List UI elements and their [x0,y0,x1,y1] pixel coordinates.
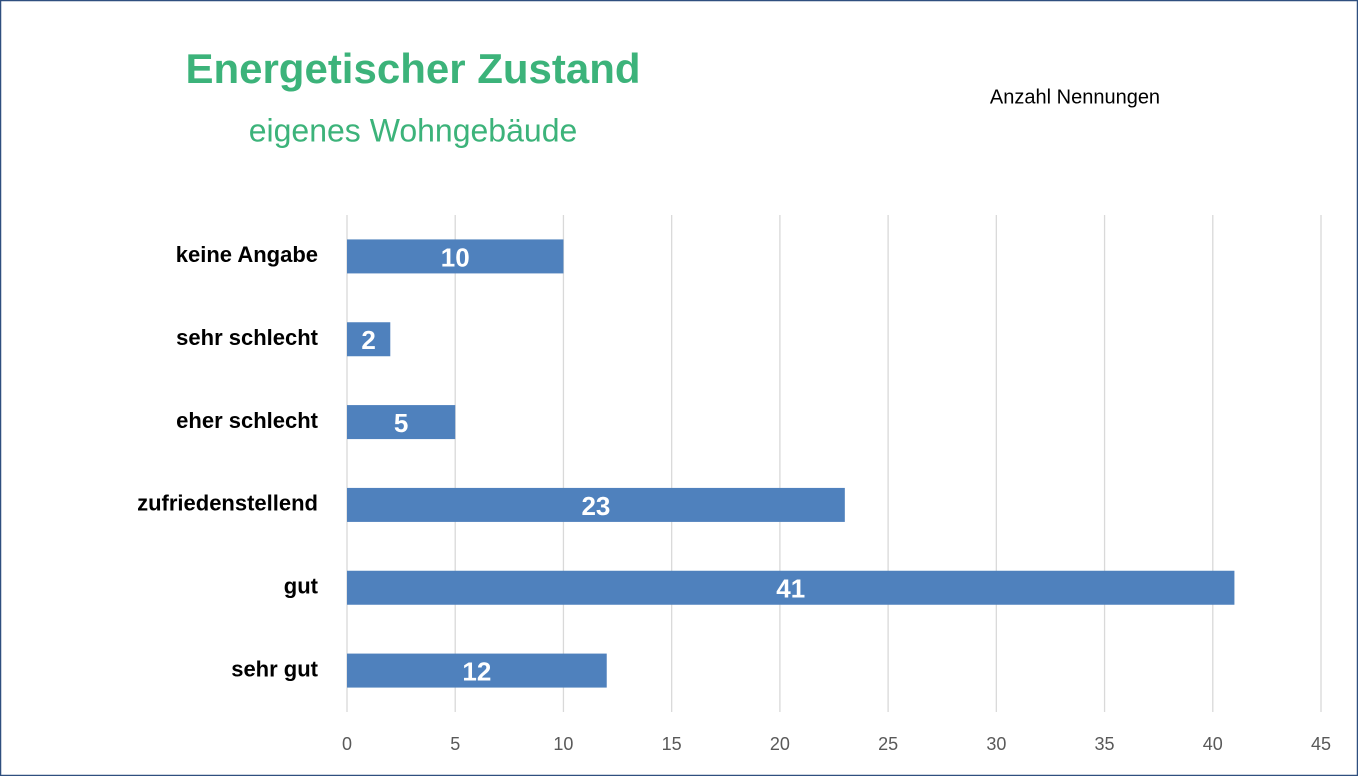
x-tick-label: 30 [986,734,1006,754]
data-label: 41 [776,574,805,604]
axis-label: Anzahl Nennungen [990,86,1160,108]
x-tick-label: 0 [342,734,352,754]
bar [347,239,564,274]
y-tick-label: gut [284,574,319,599]
data-label: 12 [462,656,491,686]
x-tick-label: 10 [553,734,573,754]
bar [347,653,607,688]
y-tick-label: keine Angabe [176,242,318,267]
x-tick-label: 35 [1095,734,1115,754]
bar [347,405,456,440]
data-label: 2 [361,325,375,355]
bar [347,487,845,522]
bar [347,322,391,357]
y-tick-label: eher schlecht [176,408,319,433]
data-label: 23 [581,491,610,521]
x-tick-label: 20 [770,734,790,754]
chart-subtitle: eigenes Wohngebäude [249,112,578,148]
data-label: 5 [394,408,408,438]
x-tick-label: 15 [662,734,682,754]
y-tick-label: sehr schlecht [176,325,319,350]
data-label: 10 [441,242,470,272]
x-tick-label: 25 [878,734,898,754]
bar [347,570,1235,605]
y-tick-label: zufriedenstellend [137,491,318,516]
x-tick-label: 40 [1203,734,1223,754]
x-tick-label: 45 [1311,734,1331,754]
y-tick-label: sehr gut [231,656,318,681]
chart-title: Energetischer Zustand [185,45,640,92]
x-tick-label: 5 [450,734,460,754]
